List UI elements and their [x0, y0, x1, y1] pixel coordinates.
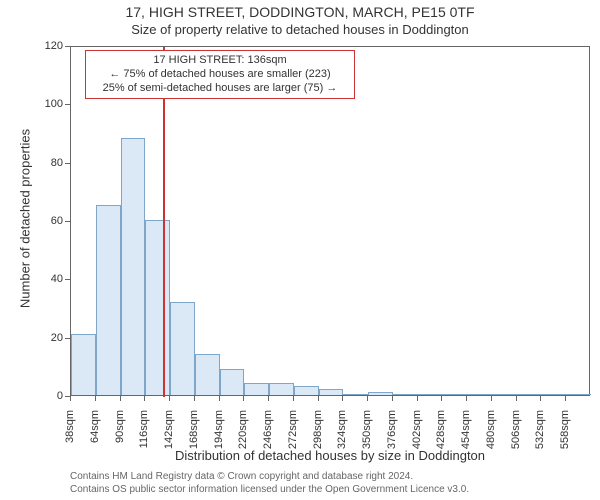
y-tick-label: 80: [35, 157, 63, 169]
histogram-bar: [96, 205, 121, 395]
histogram-bar: [541, 394, 566, 395]
y-tick: [65, 279, 70, 280]
annotation-line-2: ← 75% of detached houses are smaller (22…: [92, 68, 348, 82]
y-tick-label: 20: [35, 332, 63, 344]
histogram-bar: [294, 386, 319, 395]
footer-line-2: Contains OS public sector information li…: [70, 484, 590, 497]
x-tick-label: 532sqm: [534, 410, 546, 460]
x-tick-label: 506sqm: [510, 410, 522, 460]
y-tick-label: 100: [35, 98, 63, 110]
x-tick: [441, 396, 442, 401]
histogram-bar: [467, 394, 492, 395]
footer: Contains HM Land Registry data © Crown c…: [70, 471, 590, 496]
y-tick: [65, 104, 70, 105]
annotation-line-1: 17 HIGH STREET: 136sqm: [92, 54, 348, 68]
marker-line: [163, 47, 165, 397]
x-tick-label: 64sqm: [89, 410, 101, 460]
x-tick-label: 376sqm: [386, 410, 398, 460]
y-tick-label: 60: [35, 215, 63, 227]
footer-line-1: Contains HM Land Registry data © Crown c…: [70, 471, 590, 484]
histogram-bar: [418, 394, 443, 395]
chart-subtitle: Size of property relative to detached ho…: [0, 22, 600, 37]
histogram-bar: [220, 369, 245, 395]
histogram-bar: [368, 392, 393, 395]
x-tick-label: 116sqm: [138, 410, 150, 460]
x-tick-label: 402sqm: [411, 410, 423, 460]
x-tick: [491, 396, 492, 401]
x-tick-label: 220sqm: [237, 410, 249, 460]
x-tick-label: 194sqm: [213, 410, 225, 460]
x-tick-label: 298sqm: [312, 410, 324, 460]
histogram-bar: [566, 394, 591, 395]
x-tick-label: 246sqm: [262, 410, 274, 460]
y-tick: [65, 338, 70, 339]
x-tick: [194, 396, 195, 401]
histogram-bar: [195, 354, 220, 395]
histogram-bar: [393, 394, 418, 395]
x-tick: [540, 396, 541, 401]
y-tick: [65, 163, 70, 164]
x-tick: [367, 396, 368, 401]
chart-title: 17, HIGH STREET, DODDINGTON, MARCH, PE15…: [0, 4, 600, 20]
x-tick: [417, 396, 418, 401]
x-tick-label: 324sqm: [336, 410, 348, 460]
histogram-bar: [492, 394, 517, 395]
annotation-line-3: 25% of semi-detached houses are larger (…: [92, 82, 348, 96]
histogram-bar: [145, 220, 170, 395]
y-tick-label: 120: [35, 40, 63, 52]
histogram-bar: [244, 383, 269, 395]
x-tick-label: 272sqm: [287, 410, 299, 460]
figure: 17, HIGH STREET, DODDINGTON, MARCH, PE15…: [0, 0, 600, 500]
annotation-box: 17 HIGH STREET: 136sqm← 75% of detached …: [85, 50, 355, 99]
x-tick: [516, 396, 517, 401]
x-tick: [243, 396, 244, 401]
x-tick: [293, 396, 294, 401]
histogram-bar: [517, 394, 542, 395]
x-tick: [565, 396, 566, 401]
x-tick: [169, 396, 170, 401]
x-tick: [120, 396, 121, 401]
histogram-bar: [71, 334, 96, 395]
y-tick-label: 40: [35, 273, 63, 285]
histogram-bar: [170, 302, 195, 395]
y-tick: [65, 221, 70, 222]
x-tick: [392, 396, 393, 401]
y-tick-label: 0: [35, 390, 63, 402]
x-tick-label: 428sqm: [435, 410, 447, 460]
x-tick: [219, 396, 220, 401]
histogram-bar: [442, 394, 467, 395]
x-tick: [466, 396, 467, 401]
x-tick-label: 142sqm: [163, 410, 175, 460]
y-tick: [65, 46, 70, 47]
x-tick-label: 480sqm: [485, 410, 497, 460]
x-tick: [268, 396, 269, 401]
x-tick-label: 90sqm: [114, 410, 126, 460]
histogram-bar: [121, 138, 146, 395]
x-tick: [318, 396, 319, 401]
x-tick: [144, 396, 145, 401]
x-tick: [342, 396, 343, 401]
y-axis-label: Number of detached properties: [18, 44, 33, 394]
histogram-bar: [319, 389, 344, 395]
x-tick-label: 168sqm: [188, 410, 200, 460]
histogram-bar: [343, 394, 368, 395]
histogram-bar: [269, 383, 294, 395]
x-tick-label: 350sqm: [361, 410, 373, 460]
x-tick: [70, 396, 71, 401]
x-tick-label: 454sqm: [460, 410, 472, 460]
x-tick-label: 558sqm: [559, 410, 571, 460]
x-tick-label: 38sqm: [64, 410, 76, 460]
x-tick: [95, 396, 96, 401]
